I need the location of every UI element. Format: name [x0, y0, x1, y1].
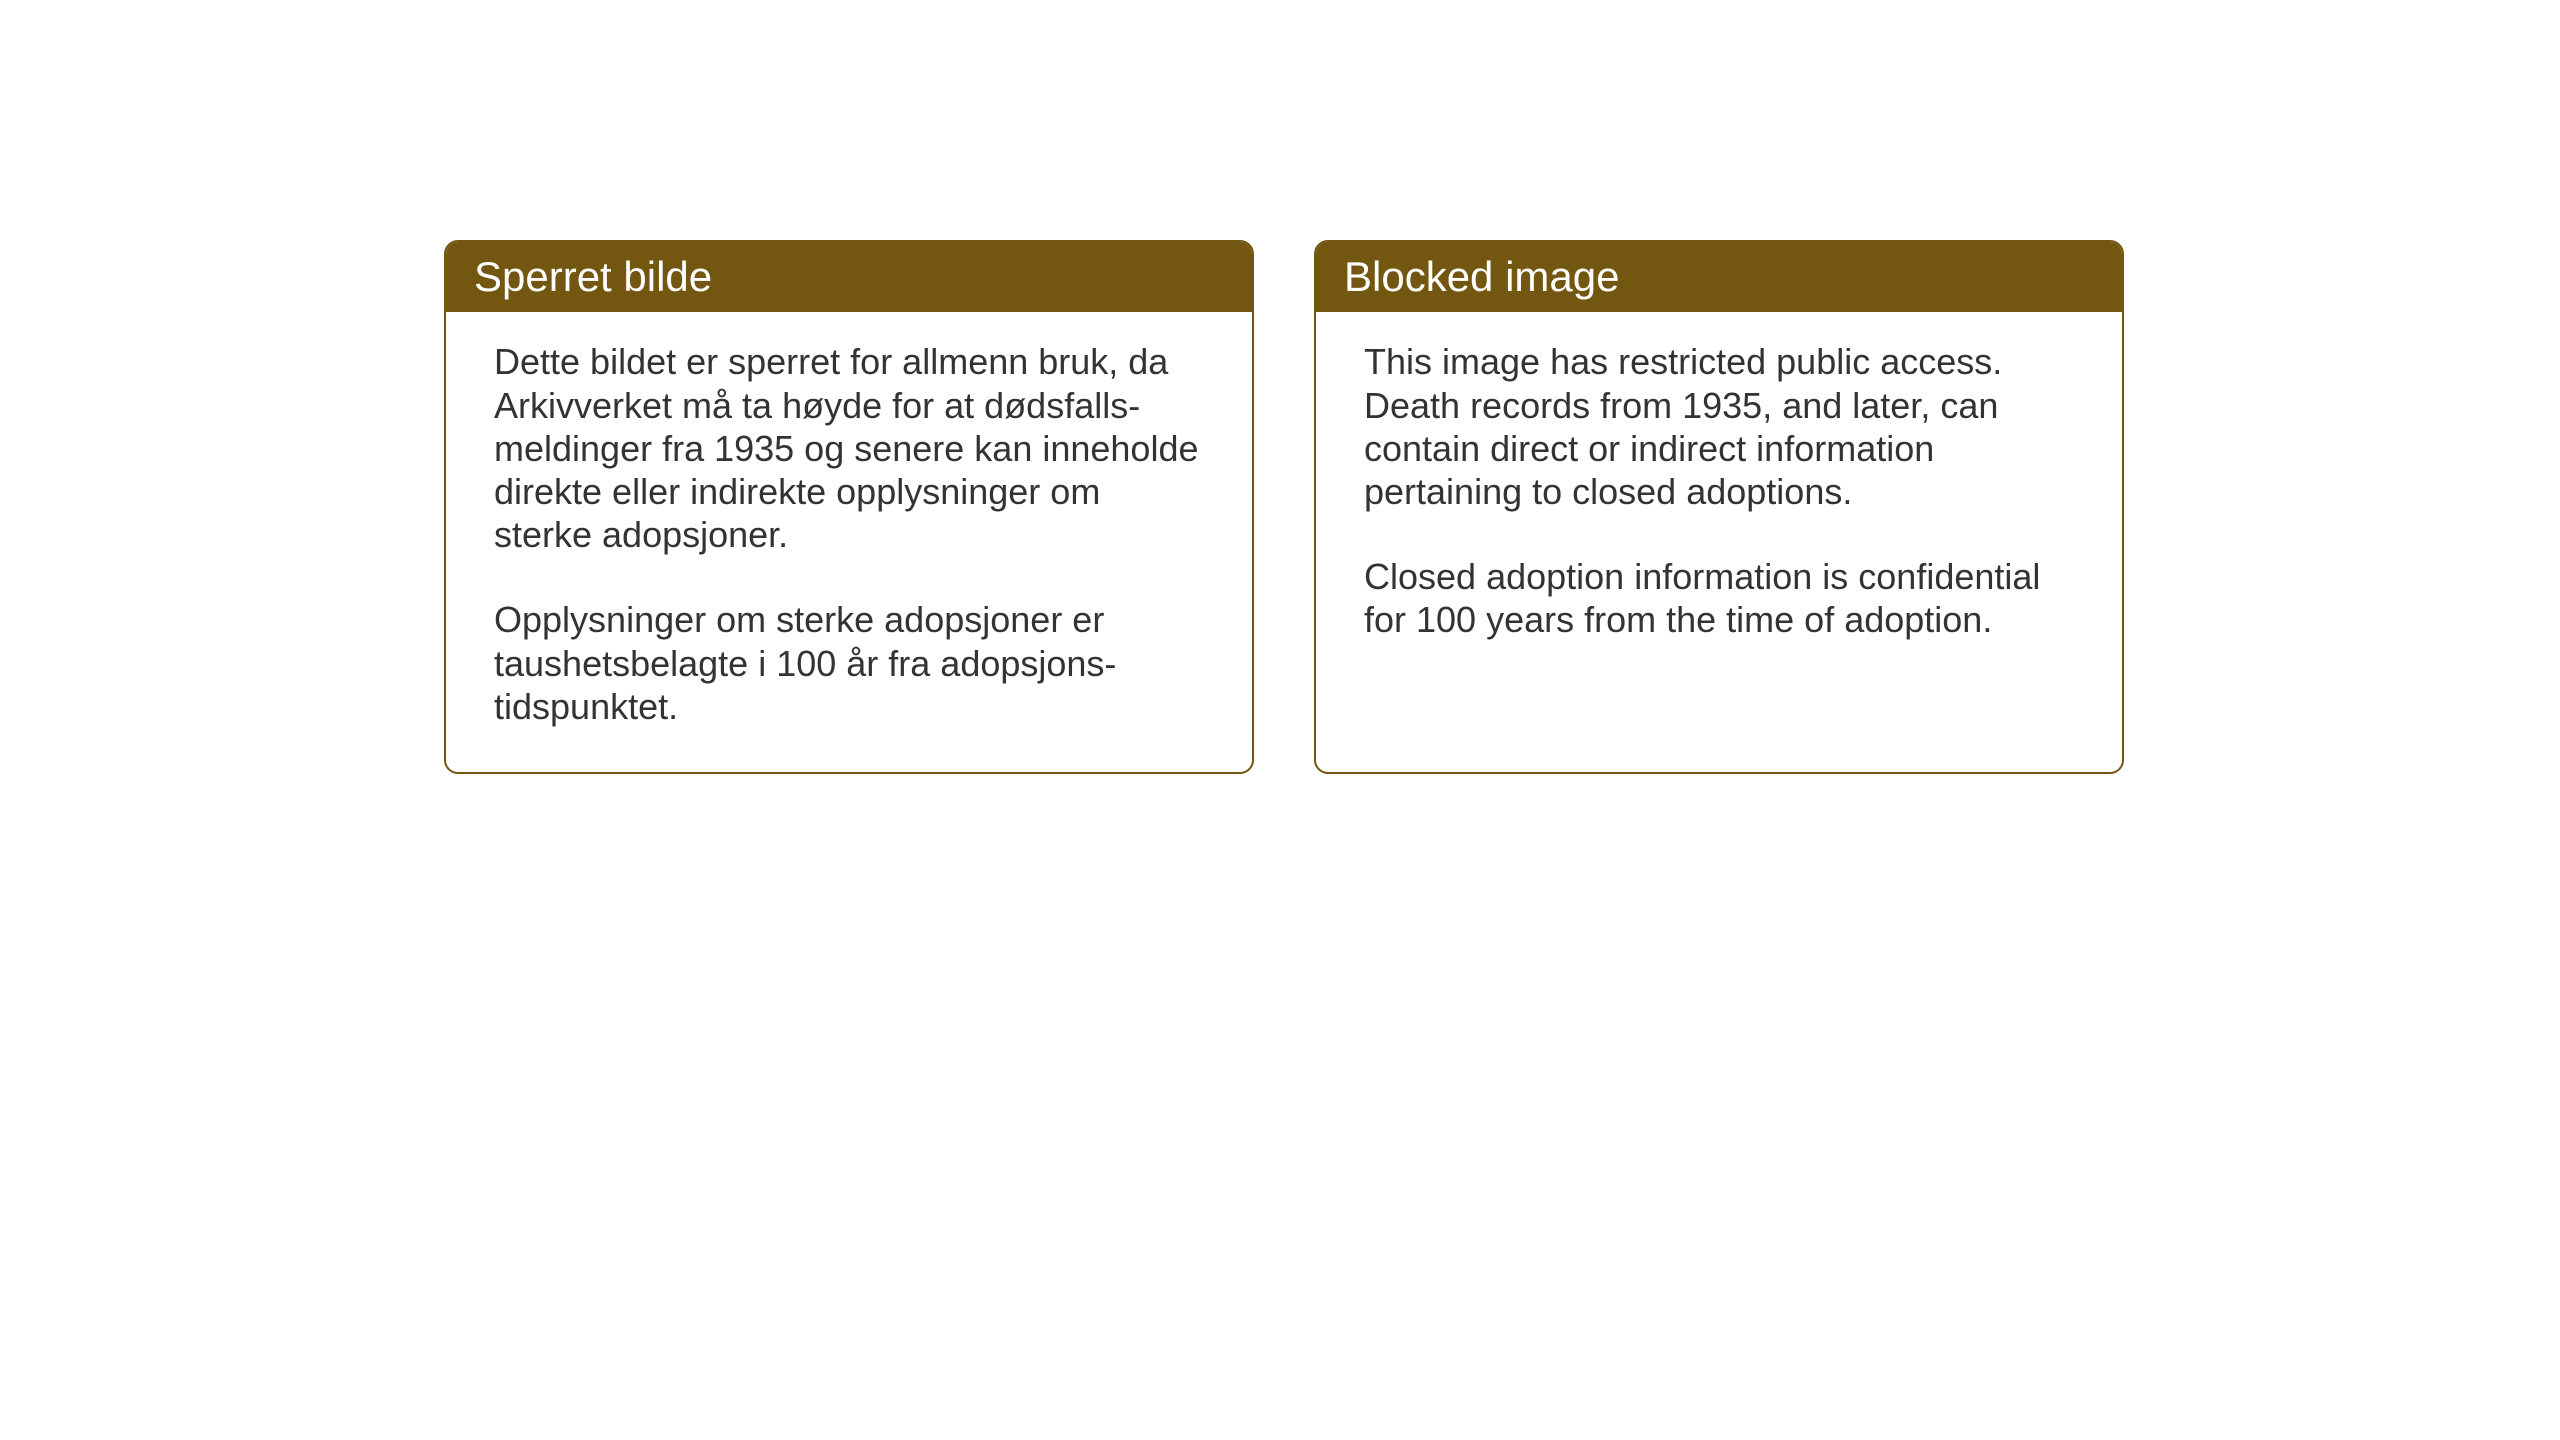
- card-header-norwegian: Sperret bilde: [446, 242, 1252, 312]
- card-body-norwegian: Dette bildet er sperret for allmenn bruk…: [446, 312, 1252, 772]
- card-title-norwegian: Sperret bilde: [474, 253, 712, 300]
- card-english: Blocked image This image has restricted …: [1314, 240, 2124, 774]
- card-norwegian: Sperret bilde Dette bildet er sperret fo…: [444, 240, 1254, 774]
- cards-container: Sperret bilde Dette bildet er sperret fo…: [444, 240, 2124, 774]
- card-title-english: Blocked image: [1344, 253, 1619, 300]
- card-body-english: This image has restricted public access.…: [1316, 312, 2122, 685]
- card-paragraph1-english: This image has restricted public access.…: [1364, 340, 2074, 513]
- card-paragraph2-english: Closed adoption information is confident…: [1364, 555, 2074, 641]
- card-paragraph2-norwegian: Opplysninger om sterke adopsjoner er tau…: [494, 598, 1204, 728]
- card-header-english: Blocked image: [1316, 242, 2122, 312]
- card-paragraph1-norwegian: Dette bildet er sperret for allmenn bruk…: [494, 340, 1204, 556]
